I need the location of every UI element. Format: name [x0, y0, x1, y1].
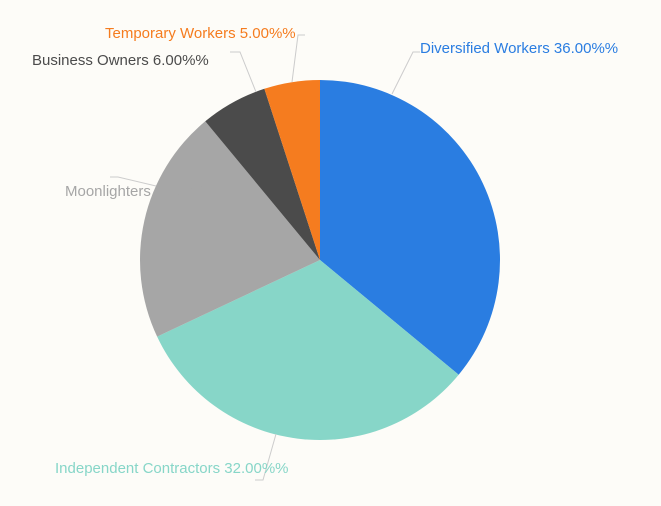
leader-line-4	[292, 35, 305, 82]
slice-label-1: Independent Contractors 32.00%%	[55, 460, 289, 477]
leader-line-0	[392, 52, 420, 94]
slice-label-4: Temporary Workers 5.00%%	[105, 25, 296, 42]
pie-svg	[0, 0, 661, 506]
leader-line-3	[230, 52, 256, 92]
slice-label-0: Diversified Workers 36.00%%	[420, 40, 618, 57]
slice-label-2: Moonlighters 21.00%%	[65, 183, 219, 200]
slice-label-3: Business Owners 6.00%%	[32, 52, 209, 69]
pie-chart: Diversified Workers 36.00%% Independent C…	[0, 0, 661, 506]
